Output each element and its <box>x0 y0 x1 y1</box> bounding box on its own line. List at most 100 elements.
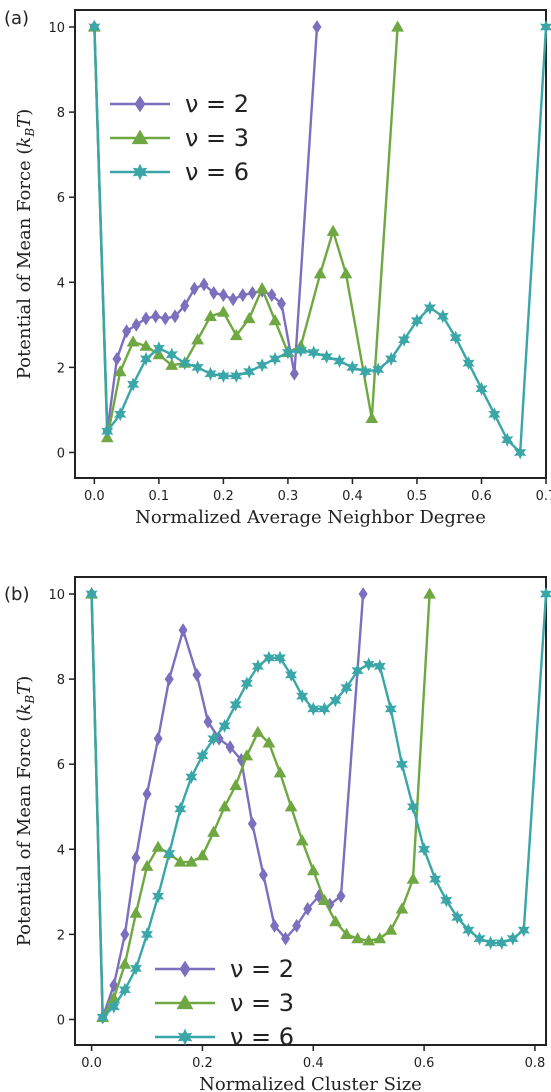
data-point <box>107 999 120 1014</box>
data-point <box>230 368 243 383</box>
data-point <box>113 365 127 377</box>
legend: ν = 2 ν = 3 ν = 6 <box>110 90 249 186</box>
series-star <box>85 587 551 1025</box>
data-point <box>242 311 256 324</box>
data-point <box>196 849 209 861</box>
data-point <box>165 347 178 362</box>
y-tick-label: 10 <box>48 21 65 36</box>
data-point <box>273 766 287 778</box>
y-tick-label: 2 <box>57 361 65 376</box>
legend-item: ν = 2 <box>110 90 249 118</box>
series-diamond <box>87 587 368 1025</box>
data-point <box>385 351 398 366</box>
data-point <box>391 20 404 32</box>
data-point <box>207 825 220 837</box>
data-point <box>192 667 202 682</box>
data-point <box>269 918 279 933</box>
data-point <box>329 693 342 708</box>
data-point <box>256 358 269 373</box>
data-point <box>449 330 462 345</box>
data-point <box>218 288 228 302</box>
data-point <box>165 358 179 370</box>
y-tick-label: 8 <box>57 673 65 688</box>
data-point <box>514 445 527 460</box>
panel-label: (a) <box>4 8 29 29</box>
data-point <box>207 731 220 746</box>
data-point <box>340 680 353 695</box>
legend-item: ν = 6 <box>155 1023 294 1051</box>
data-point <box>174 801 187 816</box>
legend-marker <box>131 129 149 145</box>
data-point <box>126 335 140 347</box>
data-point <box>180 298 190 313</box>
legend-label: ν = 6 <box>230 1023 294 1051</box>
data-point <box>346 360 359 375</box>
data-point <box>372 362 385 377</box>
data-point <box>268 314 282 326</box>
data-point <box>289 366 299 381</box>
data-point <box>160 311 170 326</box>
data-point <box>204 366 217 381</box>
x-tick-label: 0.3 <box>278 489 299 504</box>
data-point <box>318 701 331 716</box>
data-point <box>151 309 161 324</box>
y-tick-label: 4 <box>57 843 65 858</box>
legend-label: ν = 2 <box>230 955 294 983</box>
data-point <box>140 859 154 871</box>
panel-label: (b) <box>4 584 29 605</box>
chart-panel-b: (b) 0.0 0.2 0.4 0.6 0.8 0 2 4 6 8 10 Normalized Clus… <box>4 576 551 1092</box>
data-point <box>247 816 257 831</box>
data-point <box>295 834 309 846</box>
data-point <box>484 935 497 950</box>
data-point <box>243 364 256 379</box>
x-tick-label: 0.0 <box>81 1056 102 1071</box>
data-point <box>539 587 551 601</box>
legend: ν = 2 ν = 3 ν = 6 <box>155 955 294 1051</box>
y-tick-label: 6 <box>57 191 65 206</box>
data-point <box>129 906 143 918</box>
series-line <box>90 593 431 1019</box>
data-point <box>313 267 327 279</box>
data-point <box>178 356 191 371</box>
legend-label: ν = 2 <box>185 90 249 118</box>
legend-marker <box>134 95 146 113</box>
x-tick-label: 0.5 <box>407 489 428 504</box>
data-point <box>333 354 346 368</box>
data-point <box>495 935 508 950</box>
y-tick-label: 2 <box>57 928 65 943</box>
y-tick-label: 0 <box>57 1013 65 1028</box>
legend-marker <box>179 960 191 978</box>
legend-item: ν = 3 <box>110 124 249 152</box>
data-point <box>281 345 294 360</box>
data-point <box>139 351 153 366</box>
data-point <box>240 749 254 761</box>
data-point <box>262 736 276 748</box>
y-tick-label: 6 <box>57 758 65 773</box>
data-point <box>539 20 551 34</box>
chart-panel-a: (a) 0.0 0.1 0.2 0.3 0.4 0.5 0.6 0.7 0 2 4 6 8 10 Normal… <box>4 8 551 528</box>
data-point <box>267 288 277 302</box>
data-point <box>238 288 248 302</box>
data-point <box>170 309 180 324</box>
x-tick-label: 0.1 <box>149 489 170 504</box>
data-point <box>255 282 269 294</box>
data-point <box>142 787 152 801</box>
data-point <box>247 286 257 300</box>
data-point <box>436 309 449 324</box>
data-point <box>506 931 519 946</box>
data-point <box>229 328 243 341</box>
x-tick-label: 0.7 <box>536 489 551 504</box>
data-point <box>129 961 142 976</box>
legend-label: ν = 3 <box>185 124 249 152</box>
data-point <box>185 770 198 784</box>
data-point <box>164 672 174 687</box>
data-point <box>199 277 209 292</box>
data-point <box>153 731 163 746</box>
y-axis-title: Potential of Mean Force (kBT) <box>14 676 37 946</box>
data-point <box>362 657 375 672</box>
data-point <box>118 982 131 997</box>
legend-label: ν = 6 <box>185 158 249 186</box>
data-point <box>196 748 209 763</box>
data-point <box>268 351 282 366</box>
y-axis-title: Potential of Mean Force (kBT) <box>14 109 37 379</box>
